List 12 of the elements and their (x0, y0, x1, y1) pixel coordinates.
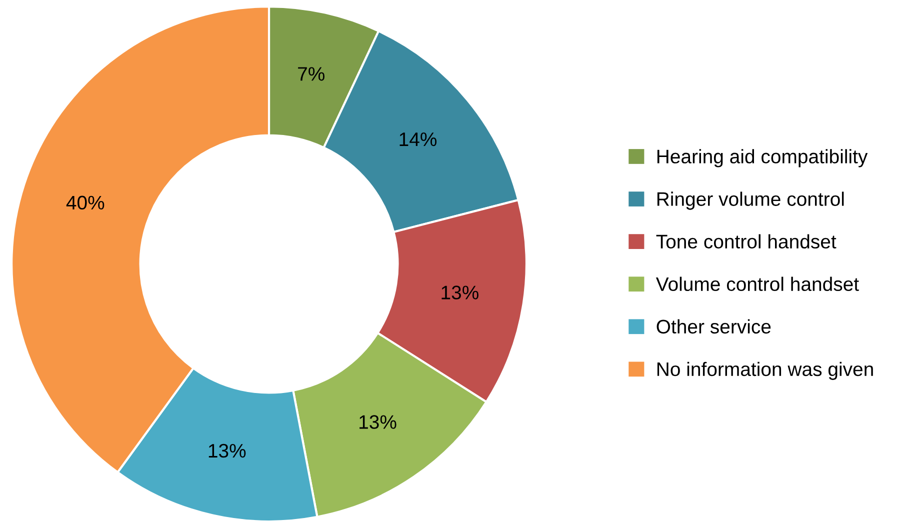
legend-label: Other service (656, 319, 771, 334)
legend-label: Hearing aid compatibility (657, 149, 868, 168)
legend-label: No information was given (657, 362, 873, 380)
legend-label: Ringer volume control (657, 192, 844, 210)
data-label: 13% (360, 415, 396, 429)
data-label: 13% (208, 444, 246, 458)
data-label: 7% (298, 67, 324, 81)
data-label: 13% (442, 286, 478, 300)
legend-label: Volume control handset (656, 276, 859, 292)
data-label: 14% (400, 132, 437, 146)
data-label: 40% (66, 196, 104, 210)
legend-label: Tone control handset (656, 234, 836, 249)
